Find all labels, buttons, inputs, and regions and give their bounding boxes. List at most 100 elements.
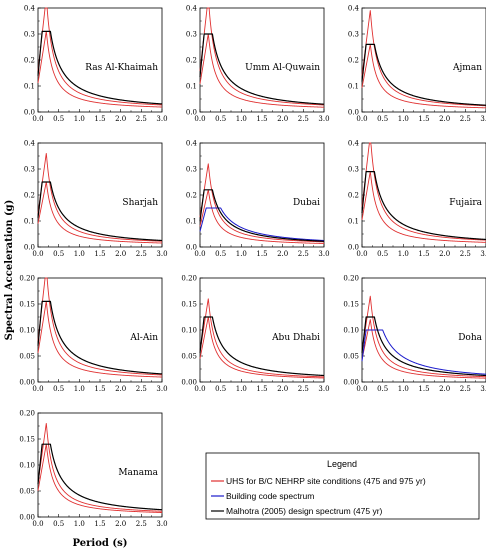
y-tick-label: 0.4	[348, 140, 360, 148]
y-tick-label: 0.3	[186, 166, 197, 174]
x-tick-label: 3.0	[156, 250, 167, 258]
panel-title: Doha	[458, 333, 482, 343]
y-tick-label: 0.00	[19, 514, 35, 522]
x-tick-label: 1.0	[398, 250, 409, 258]
y-tick-label: 0.0	[348, 109, 359, 117]
y-tick-label: 0.3	[24, 166, 35, 174]
x-tick-label: 3.0	[480, 385, 486, 393]
x-tick-label: 2.0	[439, 115, 450, 123]
x-tick-label: 0.5	[53, 115, 64, 123]
x-tick-label: 3.0	[156, 520, 167, 528]
y-tick-label: 0.20	[19, 275, 35, 283]
plot-frame	[199, 142, 325, 248]
x-tick-label: 2.0	[277, 385, 288, 393]
y-tick-label: 0.1	[186, 83, 197, 91]
y-tick-label: 0.20	[181, 275, 197, 283]
plot-frame	[199, 277, 325, 383]
panel-ras-al-khaimah: 0.0 0.5 1.0 1.5 2.0 2.5 3.0 0.0 0.1 0.2 0.3 0.4 Ras …	[24, 5, 168, 124]
x-tick-label: 0.5	[53, 385, 64, 393]
x-tick-label: 1.5	[418, 385, 429, 393]
uhs-975-line	[37, 7, 163, 106]
x-tick-label: 1.5	[418, 250, 429, 258]
x-tick-label: 1.0	[398, 385, 409, 393]
x-tick-label: 2.5	[460, 115, 471, 123]
x-tick-label: 3.0	[318, 385, 329, 393]
y-tick-label: 0.4	[348, 5, 360, 13]
x-tick-label: 0.5	[377, 115, 388, 123]
x-tick-label: 1.0	[74, 385, 85, 393]
x-tick-label: 1.0	[398, 115, 409, 123]
x-tick-label: 0.0	[356, 385, 367, 393]
y-tick-label: 0.15	[181, 301, 197, 309]
x-tick-label: 3.0	[480, 250, 486, 258]
x-tick-label: 2.0	[439, 250, 450, 258]
y-tick-label: 0.10	[19, 327, 35, 335]
x-tick-label: 2.0	[439, 385, 450, 393]
y-tick-label: 0.2	[24, 192, 35, 200]
y-tick-label: 0.05	[19, 488, 35, 496]
x-tick-label: 2.0	[277, 115, 288, 123]
design-spectrum-line	[37, 30, 163, 105]
design-spectrum-line	[37, 300, 163, 375]
y-tick-label: 0.0	[348, 244, 359, 252]
x-tick-label: 2.5	[136, 385, 147, 393]
x-tick-label: 3.0	[480, 115, 486, 123]
x-tick-label: 0.5	[53, 520, 64, 528]
legend: Legend UHS for B/C NEHRP site conditions…	[205, 452, 480, 520]
x-tick-label: 2.5	[136, 520, 147, 528]
y-tick-label: 0.15	[343, 301, 359, 309]
y-tick-label: 0.3	[24, 31, 35, 39]
x-tick-label: 2.5	[136, 250, 147, 258]
x-tick-label: 2.5	[136, 115, 147, 123]
panel-doha: 0.0 0.5 1.0 1.5 2.0 2.5 3.0 0.00 0.05 0.10 0.15 0.2…	[343, 275, 486, 393]
legend-entry-building-code: Building code spectrum	[226, 491, 314, 501]
x-tick-label: 2.5	[460, 385, 471, 393]
building-code-line	[199, 207, 325, 241]
panel-title: Sharjah	[122, 198, 158, 208]
x-tick-label: 0.5	[215, 250, 226, 258]
y-tick-label: 0.05	[19, 353, 35, 361]
x-tick-label: 0.5	[377, 385, 388, 393]
x-tick-label: 1.5	[418, 115, 429, 123]
y-tick-label: 0.10	[19, 462, 35, 470]
x-tick-label: 1.5	[94, 520, 105, 528]
design-spectrum-line	[37, 443, 163, 511]
y-tick-label: 0.1	[186, 218, 197, 226]
y-tick-label: 0.00	[19, 379, 35, 387]
x-tick-label: 0.0	[32, 115, 43, 123]
y-tick-label: 0.2	[24, 57, 35, 65]
x-tick-label: 0.0	[356, 115, 367, 123]
x-tick-label: 1.5	[94, 385, 105, 393]
panel-title: Ras Al-Khaimah	[85, 63, 158, 73]
x-tick-label: 3.0	[318, 250, 329, 258]
y-tick-label: 0.15	[19, 436, 35, 444]
legend-entry-uhs: UHS for B/C NEHRP site conditions (475 a…	[226, 476, 426, 486]
uhs-475-line	[361, 43, 486, 109]
uhs-975-line	[37, 152, 163, 242]
panel-title: Dubai	[293, 198, 320, 208]
x-tick-label: 1.0	[74, 115, 85, 123]
uhs-975-line	[199, 7, 325, 106]
y-tick-label: 0.1	[348, 83, 359, 91]
x-tick-label: 0.0	[32, 250, 43, 258]
plot-frame	[37, 142, 163, 248]
uhs-475-line	[37, 443, 163, 513]
x-tick-label: 3.0	[318, 115, 329, 123]
x-tick-label: 0.0	[194, 115, 205, 123]
uhs-975-line	[361, 10, 486, 107]
x-tick-label: 1.0	[236, 385, 247, 393]
x-tick-label: 2.0	[115, 250, 126, 258]
x-tick-label: 1.5	[256, 115, 267, 123]
legend-box	[205, 452, 480, 520]
y-tick-label: 0.0	[24, 244, 35, 252]
panel-title: Manama	[118, 468, 158, 478]
y-tick-label: 0.05	[343, 353, 359, 361]
legend-entry-design-spectrum: Malhotra (2005) design spectrum (475 yr)	[226, 506, 383, 516]
x-tick-label: 1.5	[94, 115, 105, 123]
y-tick-label: 0.0	[186, 109, 197, 117]
x-tick-label: 2.0	[115, 520, 126, 528]
y-tick-label: 0.15	[19, 301, 35, 309]
y-tick-label: 0.4	[24, 5, 36, 13]
y-tick-label: 0.2	[348, 57, 359, 65]
x-axis-label: Period (s)	[73, 538, 128, 549]
